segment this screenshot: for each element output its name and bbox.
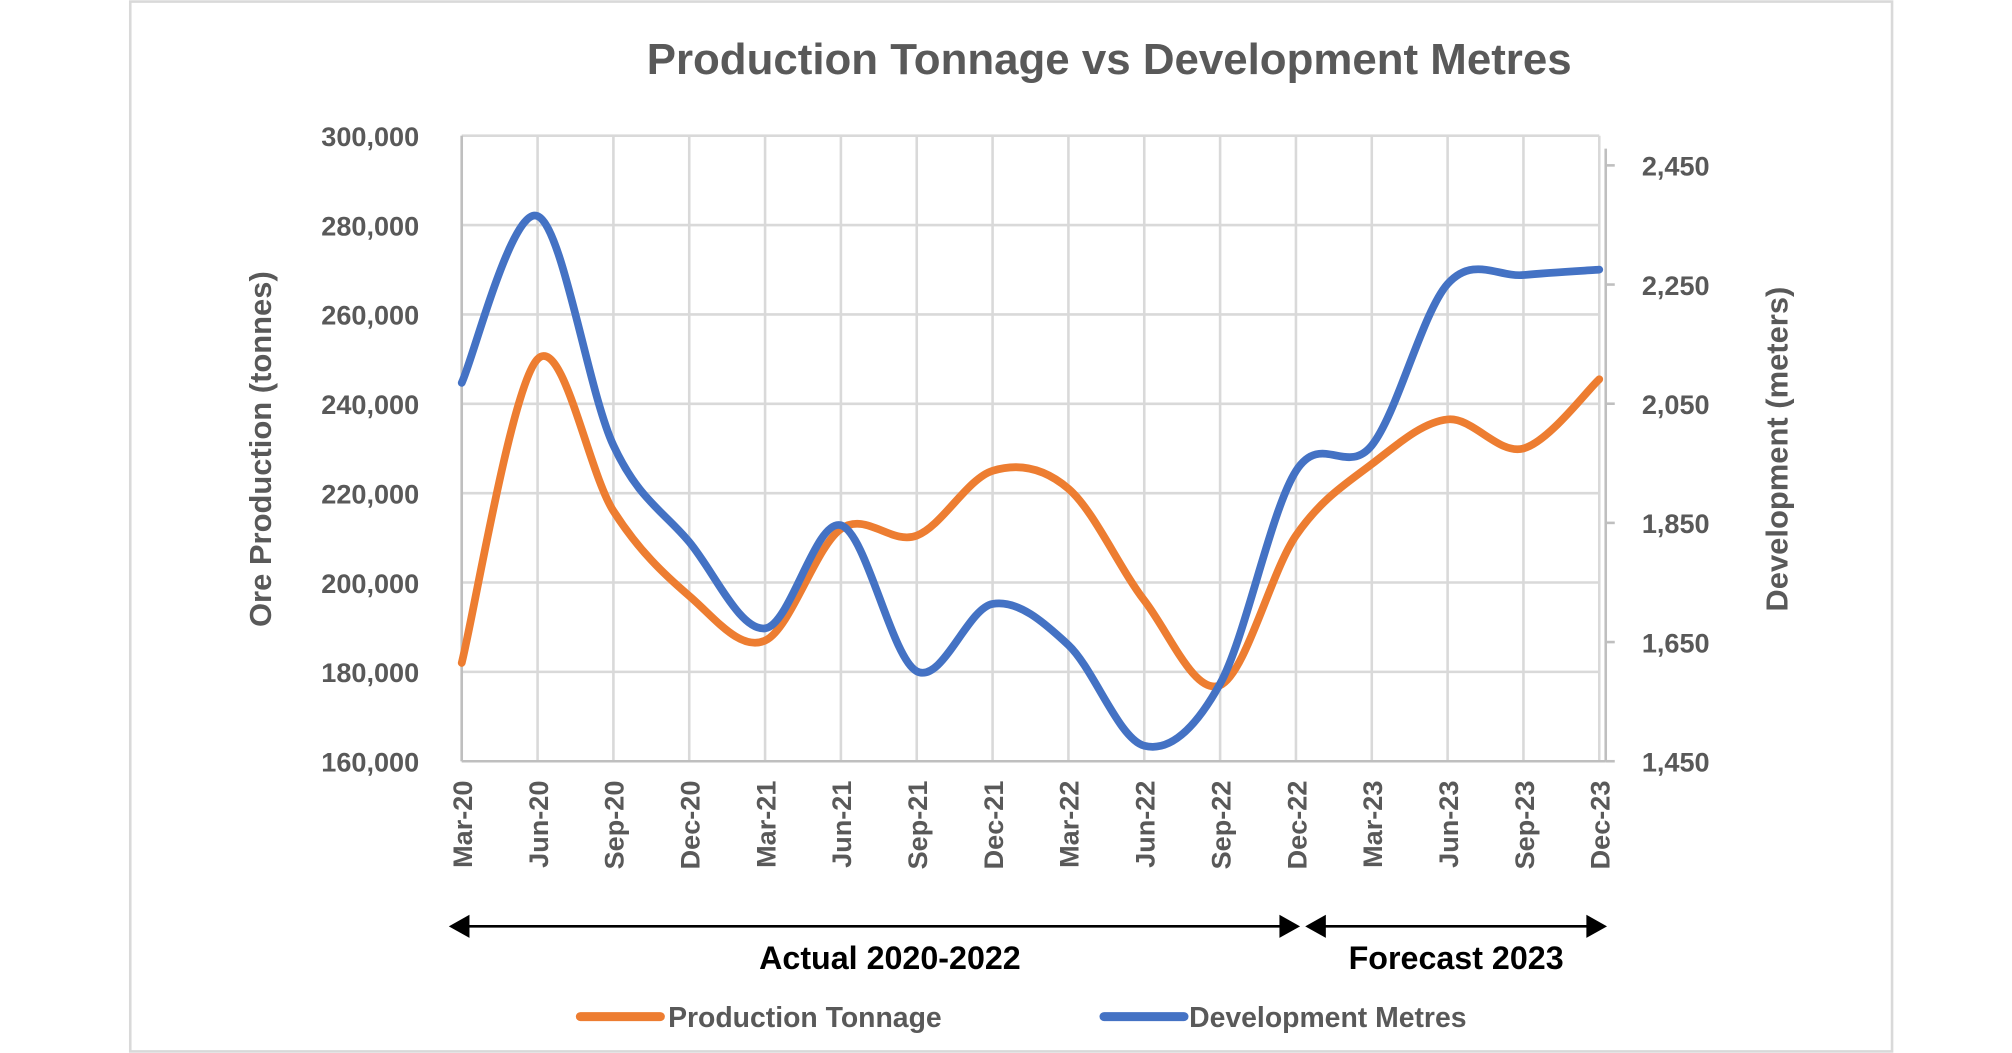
y-tick-label: 240,000	[321, 389, 419, 420]
x-tick-label: Sep-22	[1205, 781, 1236, 870]
y2-tick-label: 1,650	[1642, 627, 1710, 658]
y-tick-label: 220,000	[321, 478, 419, 509]
x-tick-label: Dec-20	[675, 781, 706, 870]
x-tick-label: Dec-22	[1281, 781, 1312, 870]
forecast-arrow-left-head	[1305, 914, 1326, 938]
y2-tick-label: 2,250	[1642, 270, 1710, 301]
y-tick-label: 160,000	[321, 747, 419, 778]
gridlines	[460, 134, 1601, 763]
y-axis-title: Ore Production (tonnes)	[243, 271, 278, 627]
x-tick-label: Sep-21	[902, 781, 933, 870]
period-annotations: Actual 2020-2022 Forecast 2023	[448, 914, 1608, 976]
x-tick-label: Jun-20	[523, 781, 554, 868]
x-tick-label: Mar-23	[1357, 781, 1388, 868]
chart-title: Production Tonnage vs Development Metres	[647, 35, 1572, 84]
x-tick-label: Mar-21	[750, 781, 781, 868]
y-tick-label: 180,000	[321, 657, 419, 688]
y2-tick-label: 1,850	[1642, 508, 1710, 539]
x-tick-label: Jun-21	[826, 781, 857, 868]
x-tick-label: Dec-21	[978, 781, 1009, 870]
x-tick-label: Mar-22	[1054, 781, 1085, 868]
y-tick-label: 280,000	[321, 210, 419, 241]
actual-arrow-left-head	[448, 914, 470, 938]
x-tick-label: Jun-23	[1433, 781, 1464, 868]
y2-tick-label: 2,050	[1642, 389, 1710, 420]
series-lines	[457, 212, 1604, 751]
x-tick-label: Sep-23	[1509, 781, 1540, 870]
y-tick-label: 200,000	[321, 568, 419, 599]
x-tick-label: Dec-23	[1585, 781, 1616, 870]
actual-period-label: Actual 2020-2022	[759, 940, 1021, 976]
y2-axis-title: Development (meters)	[1760, 287, 1795, 612]
legend-label: Production Tonnage	[668, 1002, 942, 1034]
forecast-arrow-right-head	[1586, 914, 1608, 938]
y2-tick-label: 2,450	[1642, 151, 1710, 182]
actual-arrow-right-head	[1279, 914, 1301, 938]
x-tick-label: Mar-20	[447, 781, 478, 868]
legend: Production Tonnage Development Metres	[575, 1002, 1467, 1034]
chart-frame	[128, 0, 1894, 1053]
y2-tick-label: 1,450	[1642, 747, 1710, 778]
x-tick-label: Sep-20	[599, 781, 630, 870]
legend-label: Development Metres	[1189, 1002, 1466, 1034]
axes: 160,000 180,000 200,000 220,000 240,000 260,0…	[321, 121, 1709, 869]
y-tick-label: 260,000	[321, 300, 419, 331]
forecast-period-label: Forecast 2023	[1349, 940, 1564, 976]
x-tick-label: Jun-22	[1130, 781, 1161, 868]
y-tick-label: 300,000	[321, 121, 419, 152]
